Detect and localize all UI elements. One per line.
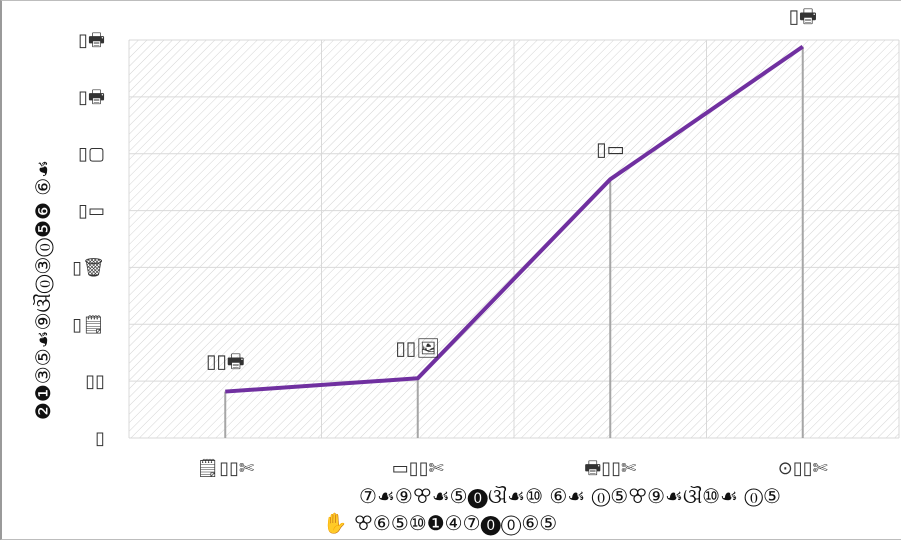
x-tick-label: 🗒▯▯✄ <box>196 458 254 479</box>
x-tick-label: ⊙▯▯✄ <box>778 458 828 479</box>
y-tick-label: ▯▭ <box>78 201 105 222</box>
y-tick-label: ▯🗑 <box>72 257 105 278</box>
x-axis-title-line2: ✋ ꕢ⑥⑤⑩❶④⑦⓿⓪⑥⑤ <box>323 511 557 536</box>
data-label: ▯▯🖼 <box>395 337 440 359</box>
y-tick-label: ▯🗒 <box>72 314 105 335</box>
series-line <box>225 44 804 394</box>
y-axis-title: ❷❶③⑤☙⑨ଔ⓪③⓪❺❻ ⑥☙ <box>31 160 55 420</box>
x-tick-label: 🖶▯▯✄ <box>584 458 636 479</box>
data-label: ▯▭ <box>596 138 624 160</box>
y-tick-label: ▯▯ <box>85 371 105 392</box>
data-label: ▯🖶 <box>789 6 817 28</box>
x-tick-labels: 🗒▯▯✄ ▭▯▯✄ 🖶▯▯✄ ⊙▯▯✄ <box>196 458 827 479</box>
y-tick-label: ▯ <box>95 428 105 449</box>
y-tick-labels: ▯▯▯▯🗒▯🗑▯▭▯▢▯🖶▯🖶 <box>72 30 105 449</box>
y-tick-label: ▯🖶 <box>78 87 105 108</box>
x-axis-title: ⑦☙⑨ꕢ☙⑤⓿ଔ☙⑩ ⑥☙ ⓪⑤ꕢ⑨☙ଔ⑩☙ ⓪⑤ <box>359 484 781 508</box>
drop-lines <box>224 46 804 438</box>
data-label: ▯▯🖶 <box>206 351 245 373</box>
data-labels: ▯▯🖶 ▯▯🖼 ▯▭ ▯🖶 <box>206 6 817 373</box>
grid-lines <box>128 39 900 439</box>
y-tick-label: ▯▢ <box>78 144 105 165</box>
y-tick-label: ▯🖶 <box>78 30 105 51</box>
x-tick-label: ▭▯▯✄ <box>392 458 444 479</box>
